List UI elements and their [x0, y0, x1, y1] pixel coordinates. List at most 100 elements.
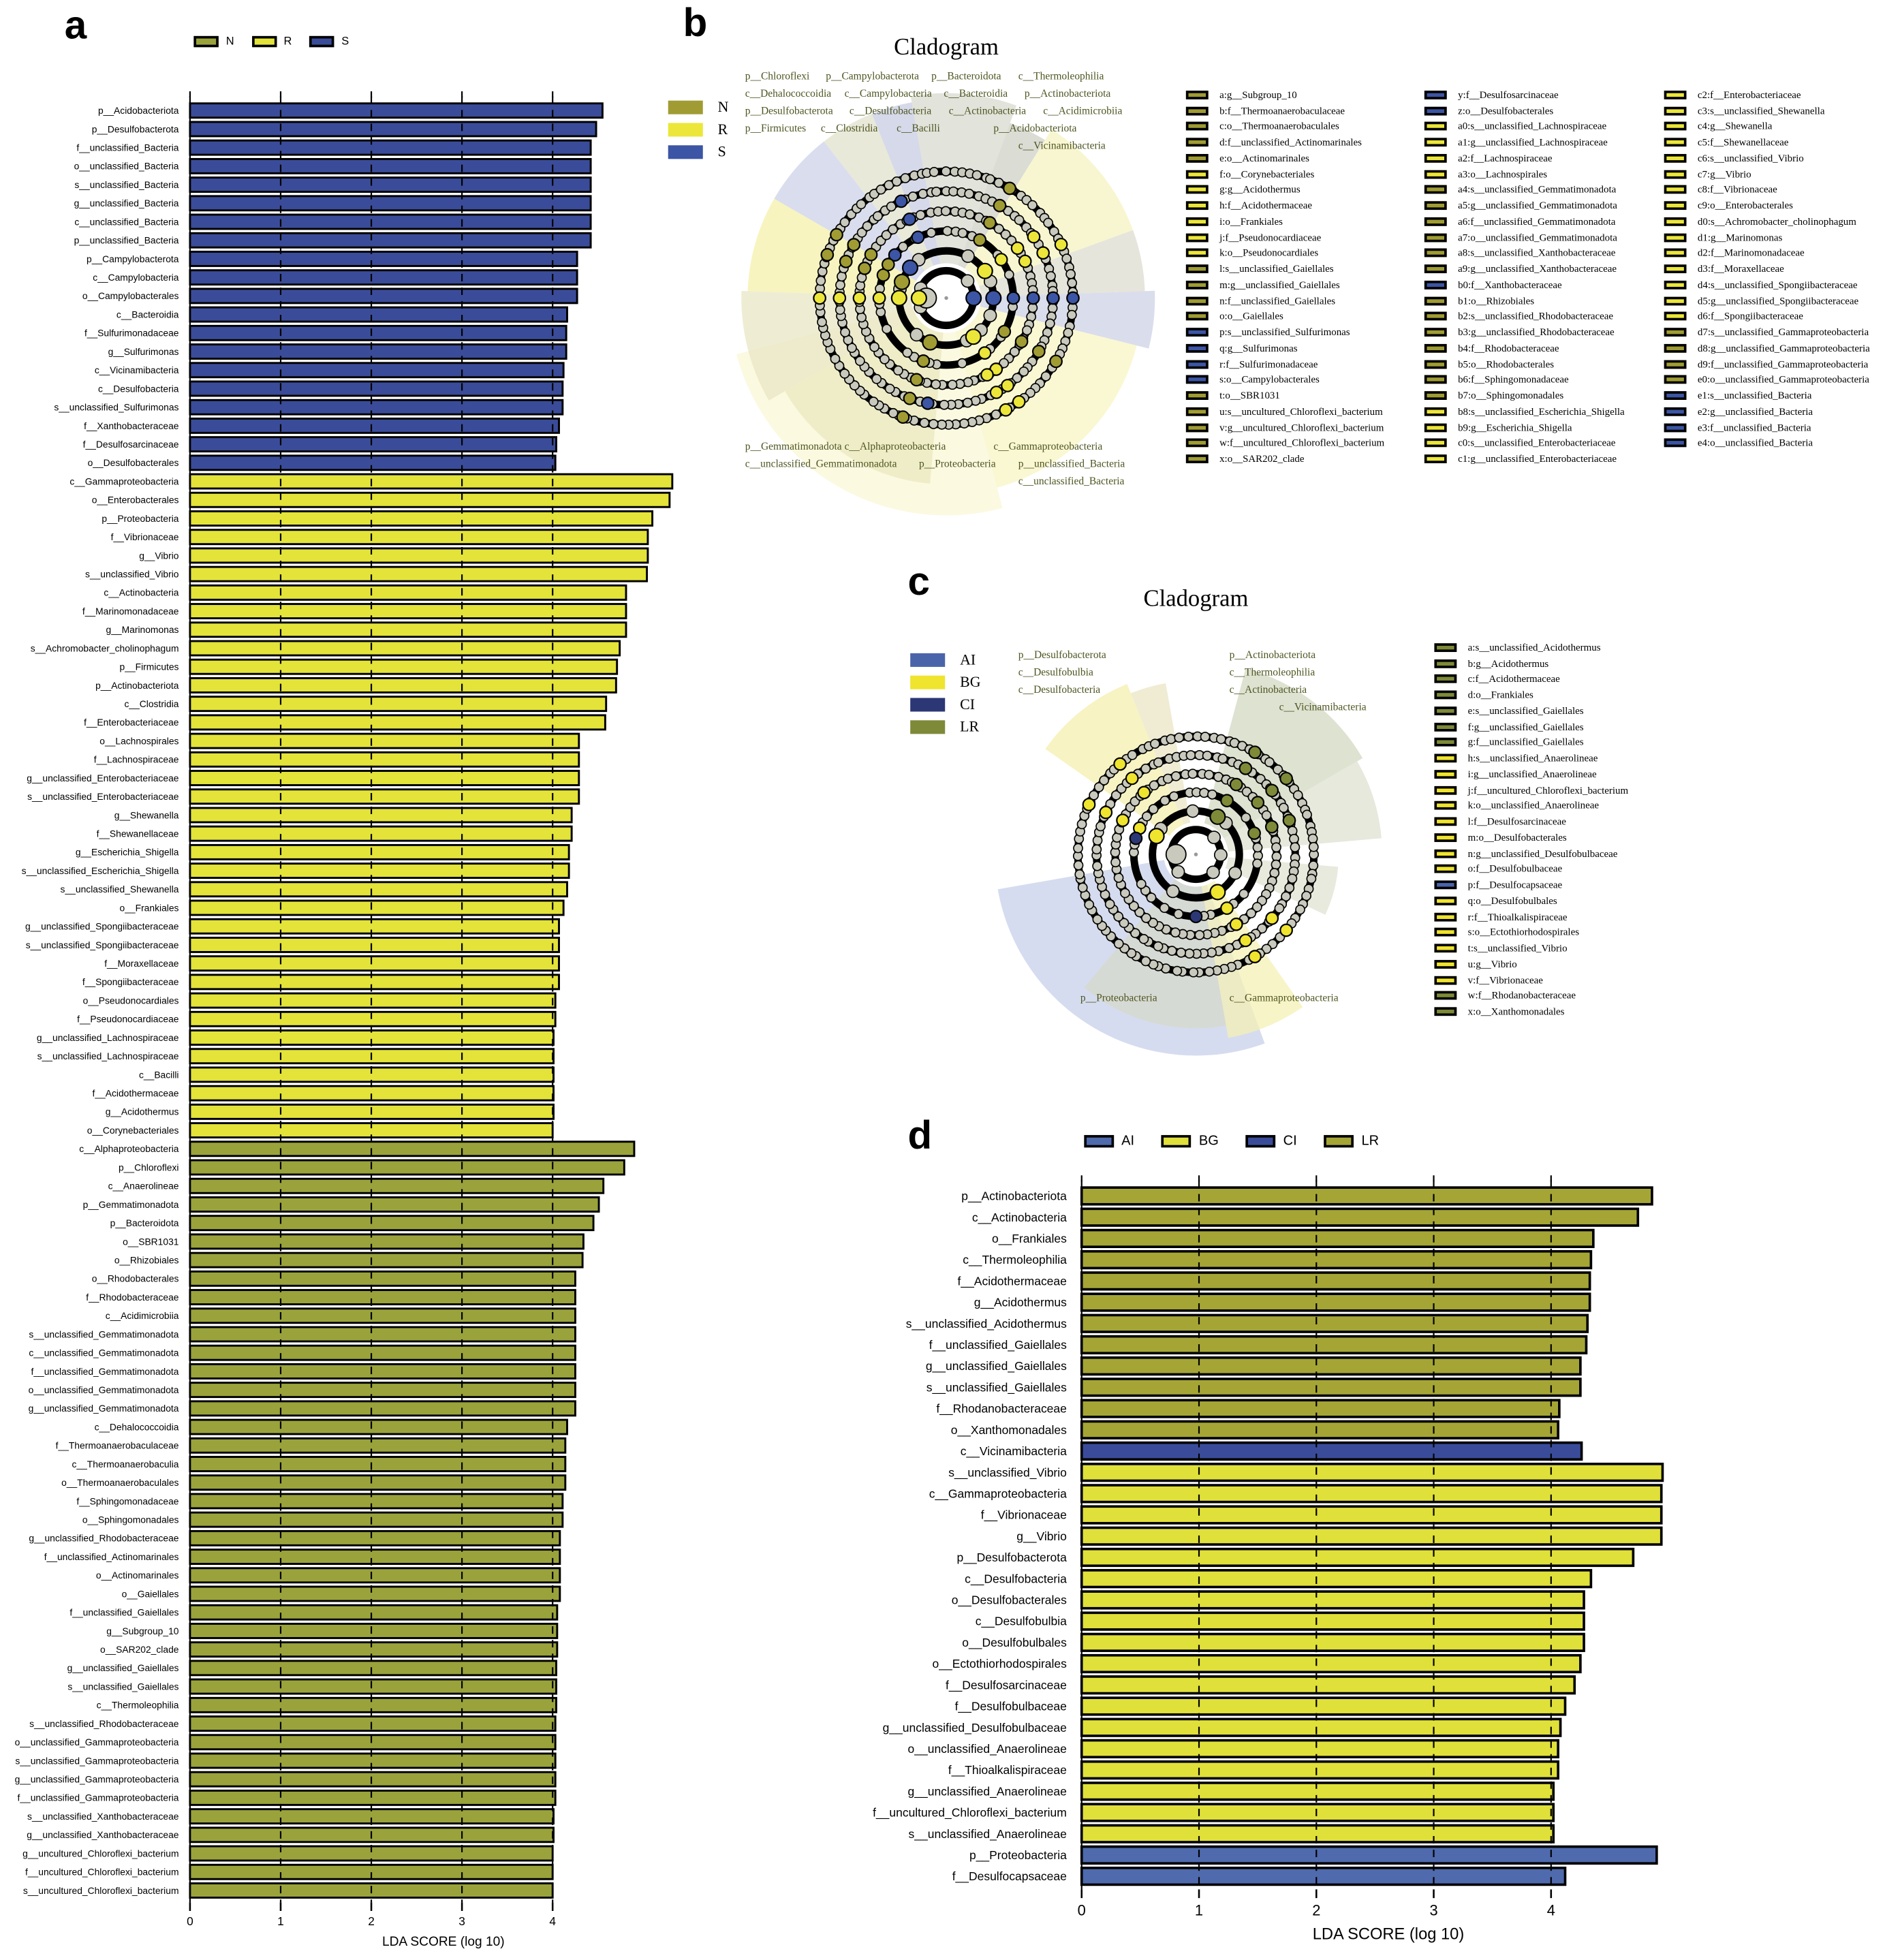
bar-label: g__Escherichia_Shigella [76, 847, 179, 858]
taxon-key: d8 [1697, 342, 1708, 354]
legend-item-AI: AI [1084, 1134, 1134, 1149]
clade-label: c__Desulfobulbia [1018, 667, 1093, 679]
root-node [1165, 843, 1187, 865]
bar [189, 1678, 557, 1695]
biomarker-node [1282, 813, 1296, 828]
tree-node [1146, 892, 1157, 903]
taxon-sep: : [1470, 768, 1474, 780]
taxon-swatch [1434, 817, 1457, 826]
bar-label: p__Actinobacteriota [95, 680, 179, 691]
legend-swatch [910, 697, 946, 711]
taxon-name: f__unclassified_Gemmatimonadota [1470, 215, 1616, 228]
taxon-legend-item: a9: g__unclassified_Xanthobacteraceae [1424, 261, 1625, 277]
bar [1080, 1782, 1555, 1801]
taxon-key: x [1219, 453, 1225, 465]
bar [189, 1177, 605, 1194]
bar [189, 1585, 561, 1602]
bar [189, 899, 565, 916]
taxon-name: f__Vibrionaceae [1476, 974, 1543, 986]
taxon-legend-item: k: o__Pseudonocardiales [1185, 245, 1384, 261]
panel-b-taxa-legend-col2: y: f__Desulfosarcinaceae z: o__Desulfobac… [1424, 87, 1625, 467]
biomarker-node [999, 403, 1013, 417]
bar-label: s__unclassified_Anaerolineae [909, 1827, 1067, 1841]
legend-label: R [717, 119, 728, 138]
tree-node [1140, 763, 1151, 774]
bar [189, 603, 627, 620]
taxon-swatch [1434, 1007, 1457, 1016]
clade-label: p__Desulfobacterota [745, 106, 833, 117]
tree-node [1140, 956, 1151, 967]
biomarker-node [1099, 805, 1113, 820]
biomarker-node [973, 233, 987, 247]
bar-label: o__unclassified_Gammaproteobacteria [15, 1737, 179, 1747]
taxon-key: d7 [1697, 326, 1708, 339]
taxon-name: f__uncultured_Chloroflexi_bacterium [1230, 437, 1385, 449]
taxon-legend-item: s: o__Ectothiorhodospirales [1434, 924, 1628, 940]
tree-node [1185, 804, 1200, 818]
legend-swatch [668, 144, 703, 159]
tree-node [1183, 731, 1194, 742]
bar-label: f__Xanthobacteraceae [84, 420, 179, 431]
tree-node [1009, 346, 1020, 357]
taxon-swatch [1664, 328, 1687, 337]
bar-label: g__unclassified_Anaerolineae [908, 1784, 1067, 1799]
taxon-name: f__unclassified_Gaiellales [1227, 295, 1336, 307]
legend-swatch [668, 99, 703, 114]
taxon-sep: : [1707, 247, 1711, 259]
bar [189, 751, 580, 768]
taxon-name: o__unclassified_Anaerolineae [1476, 800, 1599, 812]
tree-node [1128, 901, 1139, 912]
taxon-legend-item: a5: g__unclassified_Gemmatimonadota [1424, 198, 1625, 213]
panel-b-taxa-legend-col3: c2: f__Enterobacteriaceae c3: s__unclassi… [1664, 87, 1870, 452]
bar-label: f__Shewanellaceae [97, 828, 179, 839]
taxon-key: a5 [1458, 200, 1468, 212]
bar-label: c__Thermoleophilia [963, 1253, 1067, 1267]
clade-highlight [1130, 683, 1191, 825]
taxon-legend-item: d2: f__Marinomonadaceae [1664, 245, 1870, 261]
bar-label: f__unclassified_Gammaproteobacteria [17, 1792, 178, 1803]
bar [189, 121, 597, 138]
tree-node [1287, 826, 1298, 837]
taxon-sep: : [1467, 437, 1471, 449]
taxon-name: o__Xanthomonadales [1476, 1006, 1565, 1018]
taxon-sep: : [1707, 390, 1711, 402]
bar [1080, 1526, 1663, 1546]
clade-label: c__Actinobacteria [949, 106, 1027, 117]
biomarker-node [1006, 291, 1021, 305]
taxon-key: a9 [1458, 263, 1468, 275]
bar-label: f__Acidothermaceae [93, 1088, 179, 1099]
biomarker-node [1003, 181, 1016, 196]
taxon-sep: : [1707, 215, 1711, 228]
tree-node [1287, 873, 1298, 884]
biomarker-node [1248, 745, 1262, 760]
taxon-legend-item: a1: g__unclassified_Lachnospiraceae [1424, 134, 1625, 150]
taxon-sep: : [1707, 232, 1711, 243]
taxon-sep: : [1470, 815, 1474, 828]
x-tick-label: 0 [1078, 1902, 1086, 1919]
bar-label: c__Anaerolineae [108, 1181, 179, 1192]
taxon-legend-item: h: f__Acidothermaceae [1185, 198, 1384, 213]
tree-node [1239, 888, 1249, 899]
biomarker-node [888, 248, 902, 262]
taxon-swatch [1434, 959, 1457, 969]
taxon-name: f__Moraxellaceae [1710, 263, 1784, 275]
taxon-swatch [1434, 849, 1457, 858]
biomarker-node [993, 198, 1007, 213]
taxon-name: g__Acidothermus [1476, 657, 1549, 669]
bar-label: c__Gammaproteobacteria [69, 476, 178, 486]
taxon-sep: : [1224, 105, 1228, 116]
taxon-legend-item: d3: f__Moraxellaceae [1664, 261, 1870, 277]
clade-highlight [910, 93, 1016, 266]
panel-c-group-legend: AI BG CI LR [910, 649, 980, 738]
taxon-sep: : [1707, 405, 1711, 418]
legend-swatch [251, 35, 277, 47]
bar [189, 1363, 576, 1380]
taxon-key: a3 [1458, 168, 1468, 180]
clade-label: p__unclassified_Bacteria [1018, 458, 1125, 469]
taxon-legend-item: b3: g__unclassified_Rhodobacteraceae [1424, 324, 1625, 340]
tree-node [1292, 790, 1303, 800]
bar-label: f__Desulfosarcinaceae [83, 439, 179, 450]
legend-label: LR [1361, 1134, 1380, 1149]
taxon-sep: : [1473, 974, 1476, 986]
bar [189, 380, 564, 397]
